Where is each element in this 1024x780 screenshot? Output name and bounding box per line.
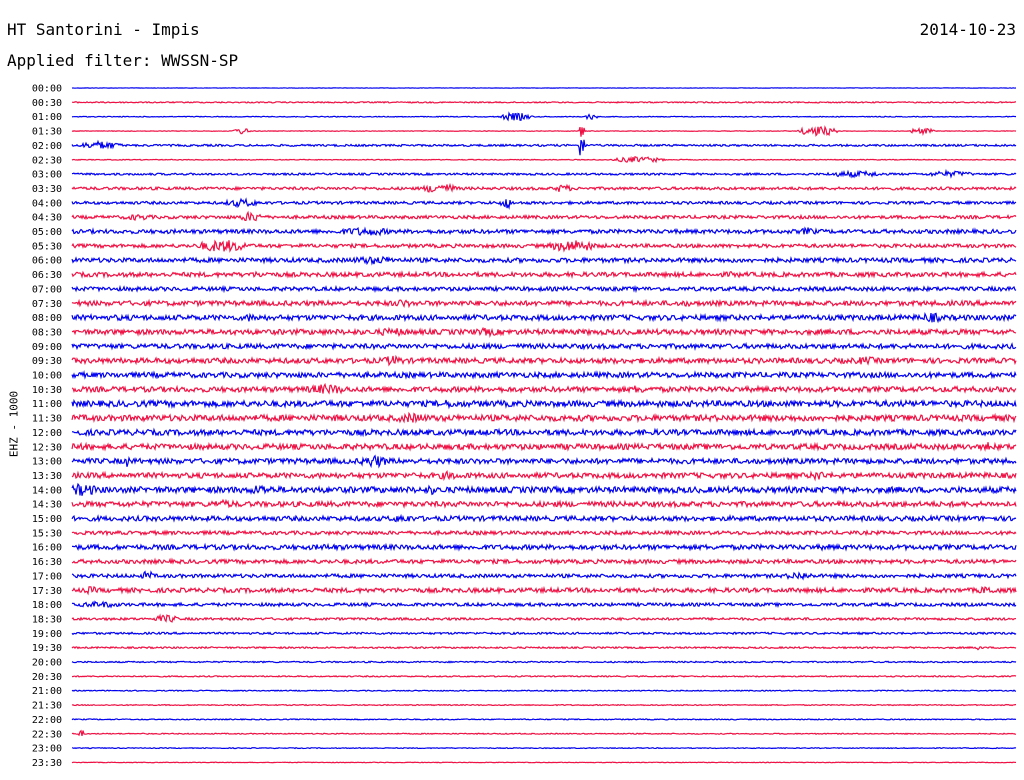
chart-title: HT Santorini - Impis: [7, 20, 200, 39]
trace-1700: [71, 570, 1017, 581]
time-tick-label: 04:30: [32, 213, 62, 224]
trace-0730: [71, 298, 1017, 309]
time-tick-label: 19:30: [32, 643, 62, 654]
time-tick-label: 15:00: [32, 514, 62, 525]
time-tick-label: 08:00: [32, 313, 62, 324]
trace-2030: [71, 674, 1017, 678]
trace-0700: [71, 284, 1017, 294]
trace-1000: [71, 370, 1017, 380]
time-tick-label: 17:30: [32, 586, 62, 597]
filter-label: Applied filter: WWSSN-SP: [7, 51, 239, 70]
trace-1800: [71, 600, 1017, 609]
time-tick-label: 02:00: [32, 141, 62, 152]
trace-0430: [71, 210, 1017, 222]
time-tick-label: 10:30: [32, 385, 62, 396]
trace-0100: [71, 111, 1017, 122]
trace-0400: [71, 197, 1017, 210]
time-tick-label: 09:30: [32, 356, 62, 367]
time-tick-label: 14:00: [32, 485, 62, 496]
time-tick-label: 20:30: [32, 672, 62, 683]
time-tick-label: 14:30: [32, 500, 62, 511]
chart-date: 2014-10-23: [919, 20, 1016, 39]
trace-0830: [71, 326, 1017, 338]
time-tick-label: 18:30: [32, 614, 62, 625]
trace-0030: [71, 100, 1017, 104]
trace-2300: [71, 746, 1017, 750]
time-tick-label: 21:00: [32, 686, 62, 697]
trace-2100: [71, 689, 1017, 692]
time-tick-label: 12:00: [32, 428, 62, 439]
trace-0600: [71, 255, 1017, 266]
time-tick-label: 21:30: [32, 701, 62, 712]
time-tick-label: 19:00: [32, 629, 62, 640]
time-tick-label: 07:00: [32, 284, 62, 295]
trace-0900: [71, 341, 1017, 351]
time-tick-label: 01:30: [32, 127, 62, 138]
trace-1730: [71, 585, 1017, 596]
trace-1900: [71, 631, 1017, 636]
time-tick-label: 01:00: [32, 112, 62, 123]
trace-2330: [71, 761, 1017, 764]
trace-1430: [71, 498, 1017, 509]
time-tick-label: 23:00: [32, 744, 62, 755]
time-tick-label: 23:30: [32, 758, 62, 769]
trace-1300: [71, 454, 1017, 469]
trace-1600: [71, 542, 1017, 552]
time-tick-label: 03:30: [32, 184, 62, 195]
time-tick-label: 04:00: [32, 198, 62, 209]
trace-1930: [71, 645, 1017, 651]
trace-1400: [71, 482, 1017, 496]
time-tick-label: 17:00: [32, 571, 62, 582]
time-tick-label: 18:00: [32, 600, 62, 611]
time-tick-label: 12:30: [32, 442, 62, 453]
time-tick-label: 22:30: [32, 729, 62, 740]
time-tick-label: 15:30: [32, 528, 62, 539]
trace-1630: [71, 557, 1017, 566]
time-tick-label: 10:00: [32, 371, 62, 382]
time-tick-label: 05:00: [32, 227, 62, 238]
trace-2130: [71, 703, 1017, 707]
time-tick-label: 05:30: [32, 241, 62, 252]
trace-1330: [71, 470, 1017, 482]
trace-0300: [71, 168, 1017, 179]
time-tick-label: 09:00: [32, 342, 62, 353]
trace-1200: [71, 427, 1017, 438]
trace-2200: [71, 718, 1017, 721]
trace-2230: [71, 729, 1017, 737]
time-tick-label: 08:30: [32, 327, 62, 338]
trace-1100: [71, 398, 1017, 410]
trace-2000: [71, 660, 1017, 664]
trace-0200: [71, 139, 1017, 156]
time-tick-label: 22:00: [32, 715, 62, 726]
time-tick-label: 13:00: [32, 457, 62, 468]
time-tick-label: 11:30: [32, 414, 62, 425]
trace-0530: [71, 239, 1017, 253]
time-tick-label: 16:30: [32, 557, 62, 568]
trace-1530: [71, 529, 1017, 537]
time-tick-label: 00:00: [32, 84, 62, 95]
trace-1230: [71, 441, 1017, 452]
trace-1500: [71, 513, 1017, 524]
trace-0630: [71, 270, 1017, 280]
time-tick-label: 11:00: [32, 399, 62, 410]
time-tick-label: 07:30: [32, 299, 62, 310]
trace-0930: [71, 354, 1017, 367]
trace-1130: [71, 411, 1017, 424]
trace-0800: [71, 311, 1017, 324]
trace-0230: [71, 155, 1017, 164]
time-tick-label: 16:00: [32, 543, 62, 554]
time-tick-label: 20:00: [32, 658, 62, 669]
time-tick-label: 13:30: [32, 471, 62, 482]
time-tick-label: 00:30: [32, 98, 62, 109]
time-tick-label: 06:30: [32, 270, 62, 281]
time-tick-label: 03:00: [32, 170, 62, 181]
trace-0130: [71, 125, 1017, 137]
time-tick-label: 02:30: [32, 155, 62, 166]
trace-1830: [71, 613, 1017, 623]
trace-1030: [71, 382, 1017, 395]
time-tick-label: 06:00: [32, 256, 62, 267]
trace-0500: [71, 226, 1017, 237]
trace-0330: [71, 182, 1017, 193]
